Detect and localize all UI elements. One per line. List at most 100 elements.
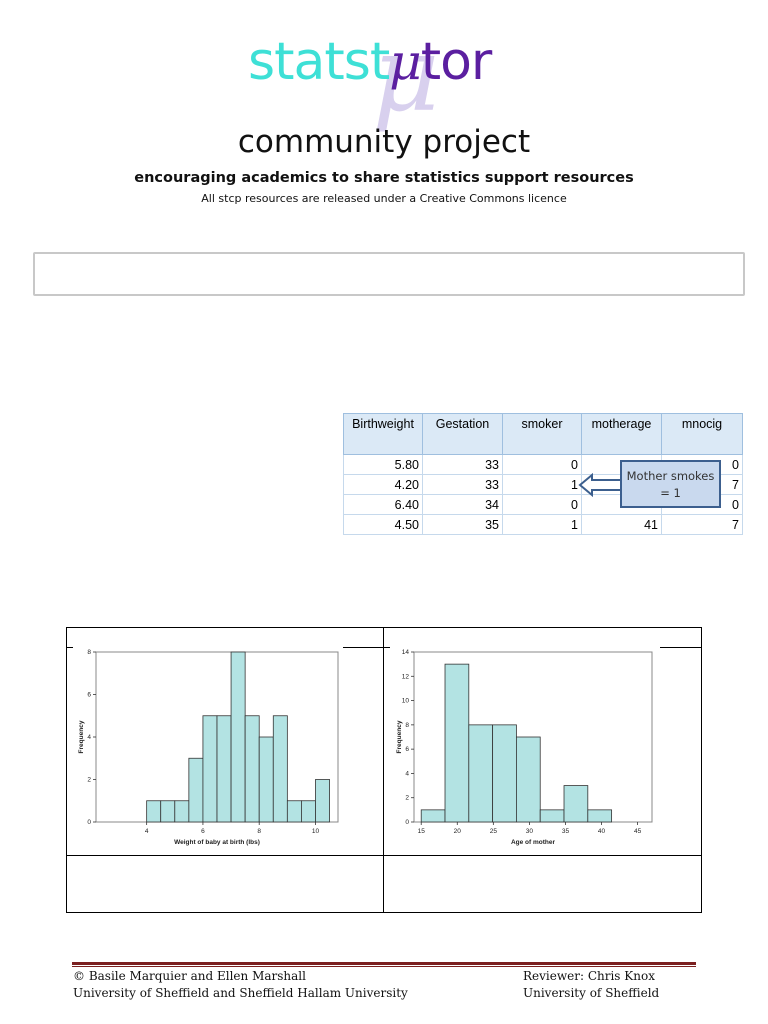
histogram-bar — [174, 800, 190, 823]
table-cell: 1 — [502, 474, 582, 495]
grid-tick-line — [343, 647, 390, 648]
logo-stats: stats — [248, 32, 371, 92]
histogram-bar — [230, 651, 246, 823]
smoker-callout: Mother smokes = 1 — [620, 460, 721, 508]
table-cell: 4.50 — [343, 514, 423, 535]
x-tick-label: 4 — [145, 828, 149, 835]
histogram-bar — [216, 715, 232, 823]
logo-wordmark: statstμtor — [248, 33, 492, 91]
y-tick-label: 2 — [405, 795, 409, 802]
table-cell: 1 — [502, 514, 582, 535]
histogram-bar — [492, 724, 517, 823]
histogram-bar — [315, 779, 330, 823]
y-axis-label: Frequency — [78, 720, 85, 753]
x-tick-label: 25 — [490, 828, 498, 835]
page-title: community project — [237, 124, 531, 160]
table-row: 4.50 35 1 41 7 — [343, 514, 743, 535]
x-tick-label: 20 — [454, 828, 462, 835]
x-tick-label: 30 — [526, 828, 534, 835]
title-banner-box — [33, 252, 745, 296]
table-header-row: Birthweight Gestation smoker motherage m… — [343, 413, 743, 455]
grid-divider-vertical — [383, 627, 384, 913]
x-tick-label: 35 — [562, 828, 570, 835]
footer-institutions: University of Sheffield and Sheffield Ha… — [73, 986, 408, 1000]
table-row: 6.40 34 0 0 — [343, 494, 743, 515]
y-tick-label: 4 — [405, 770, 409, 777]
x-tick-label: 45 — [634, 828, 642, 835]
callout-arrow-icon — [578, 473, 622, 497]
histogram-bar — [272, 715, 288, 823]
birthweight-histogram: 0 2 4 6 8 4 6 8 10 Weight of baby at birth (lbs) F… — [78, 649, 339, 846]
table-cell: 7 — [661, 514, 743, 535]
table-cell: 33 — [422, 474, 503, 495]
table-row: 5.80 33 0 24 0 — [343, 454, 743, 475]
table-cell: 5.80 — [343, 454, 423, 475]
histogram-bar — [202, 715, 218, 823]
histogram-bar — [258, 736, 274, 823]
column-header: smoker — [502, 413, 582, 455]
column-header: mnocig — [661, 413, 743, 455]
y-tick-label: 10 — [402, 698, 410, 705]
y-tick-label: 8 — [405, 722, 409, 729]
histogram-bar — [444, 663, 470, 823]
histogram-bar — [188, 757, 204, 823]
x-tick-label: 10 — [312, 828, 320, 835]
footer-authors: © Basile Marquier and Ellen Marshall — [73, 969, 306, 983]
grid-tick-line — [66, 647, 73, 648]
table-cell: 6.40 — [343, 494, 423, 515]
histogram-bar — [146, 800, 162, 823]
table-cell: 0 — [502, 494, 582, 515]
x-tick-label: 8 — [257, 828, 261, 835]
page-subtitle: encouraging academics to share statistic… — [134, 170, 634, 186]
statstutor-logo: μ statstμtor — [248, 22, 528, 126]
licence-note: All stcp resources are released under a … — [201, 192, 567, 205]
footer-rule-thin — [72, 966, 696, 967]
y-tick-label: 8 — [87, 649, 91, 656]
histogram-bar — [587, 809, 613, 823]
y-tick-label: 6 — [87, 692, 91, 699]
logo-tor: tor — [420, 32, 493, 92]
x-axis-label: Weight of baby at birth (lbs) — [174, 839, 260, 846]
histogram-bar — [516, 736, 541, 823]
callout-line-1: Mother smokes — [626, 469, 715, 483]
table-cell: 34 — [422, 494, 503, 515]
table-cell: 41 — [581, 514, 662, 535]
y-tick-label: 12 — [402, 673, 410, 680]
footer-reviewer: Reviewer: Chris Knox — [523, 969, 655, 983]
histogram-grid-frame — [66, 627, 702, 913]
column-header: motherage — [581, 413, 662, 455]
x-tick-label: 40 — [598, 828, 606, 835]
histogram-bar — [286, 800, 302, 823]
y-tick-label: 6 — [405, 746, 409, 753]
table-cell: 33 — [422, 454, 503, 475]
y-tick-label: 2 — [87, 777, 91, 784]
x-axis-label: Age of mother — [511, 839, 556, 846]
column-header: Gestation — [422, 413, 503, 455]
y-tick-label: 4 — [87, 734, 91, 741]
y-tick-label: 14 — [402, 649, 410, 656]
footer-reviewer-institution: University of Sheffield — [523, 986, 660, 1000]
histogram-bar — [468, 724, 494, 823]
y-tick-label: 0 — [405, 819, 409, 826]
grid-divider-horizontal — [66, 855, 702, 856]
grid-tick-line — [660, 647, 702, 648]
mother-age-histogram: 0 2 4 6 8 10 12 14 15 20 25 30 35 40 45 Age of mother Fr… — [396, 649, 653, 846]
x-tick-label: 15 — [418, 828, 426, 835]
x-tick-label: 6 — [201, 828, 205, 835]
column-header: Birthweight — [343, 413, 423, 455]
histogram-bar — [539, 809, 565, 823]
table-cell: 4.20 — [343, 474, 423, 495]
y-axis-label: Frequency — [396, 720, 403, 753]
histogram-bar — [160, 800, 176, 823]
logo-t: t — [369, 32, 390, 92]
footer-rule — [72, 962, 696, 965]
table-cell: 35 — [422, 514, 503, 535]
table-cell: 0 — [502, 454, 582, 475]
logo-mu: μ — [389, 33, 421, 91]
histogram-bar — [244, 715, 260, 823]
y-tick-label: 0 — [87, 819, 91, 826]
histogram-bar — [301, 800, 316, 823]
histogram-bar — [420, 809, 446, 823]
histogram-bar — [563, 785, 589, 823]
logo-mu-background: μ — [372, 13, 440, 135]
